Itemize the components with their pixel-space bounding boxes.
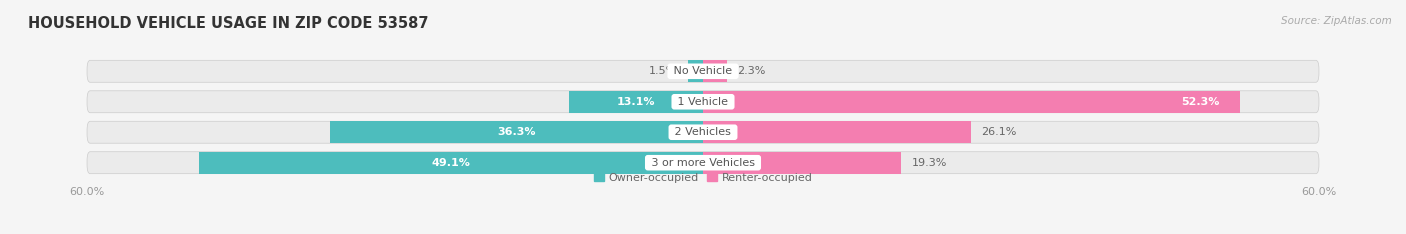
Bar — [688, 60, 703, 82]
FancyBboxPatch shape — [87, 60, 1319, 82]
FancyBboxPatch shape — [87, 152, 1319, 174]
Text: 3 or more Vehicles: 3 or more Vehicles — [648, 158, 758, 168]
Bar — [703, 60, 727, 82]
Legend: Owner-occupied, Renter-occupied: Owner-occupied, Renter-occupied — [589, 168, 817, 187]
FancyBboxPatch shape — [87, 121, 1319, 143]
Bar — [568, 91, 703, 113]
Text: 49.1%: 49.1% — [432, 158, 471, 168]
Text: 13.1%: 13.1% — [616, 97, 655, 107]
Bar — [198, 152, 703, 174]
Text: 2.3%: 2.3% — [737, 66, 765, 76]
Text: Source: ZipAtlas.com: Source: ZipAtlas.com — [1281, 16, 1392, 26]
Bar — [703, 121, 972, 143]
FancyBboxPatch shape — [87, 91, 1319, 113]
Text: HOUSEHOLD VEHICLE USAGE IN ZIP CODE 53587: HOUSEHOLD VEHICLE USAGE IN ZIP CODE 5358… — [28, 16, 429, 31]
Text: 2 Vehicles: 2 Vehicles — [671, 127, 735, 137]
Text: 36.3%: 36.3% — [498, 127, 536, 137]
Bar — [703, 152, 901, 174]
Text: 26.1%: 26.1% — [981, 127, 1017, 137]
Text: 52.3%: 52.3% — [1181, 97, 1219, 107]
Text: No Vehicle: No Vehicle — [671, 66, 735, 76]
Bar — [330, 121, 703, 143]
Text: 19.3%: 19.3% — [911, 158, 946, 168]
Text: 1.5%: 1.5% — [650, 66, 678, 76]
Text: 1 Vehicle: 1 Vehicle — [675, 97, 731, 107]
Bar — [703, 91, 1240, 113]
